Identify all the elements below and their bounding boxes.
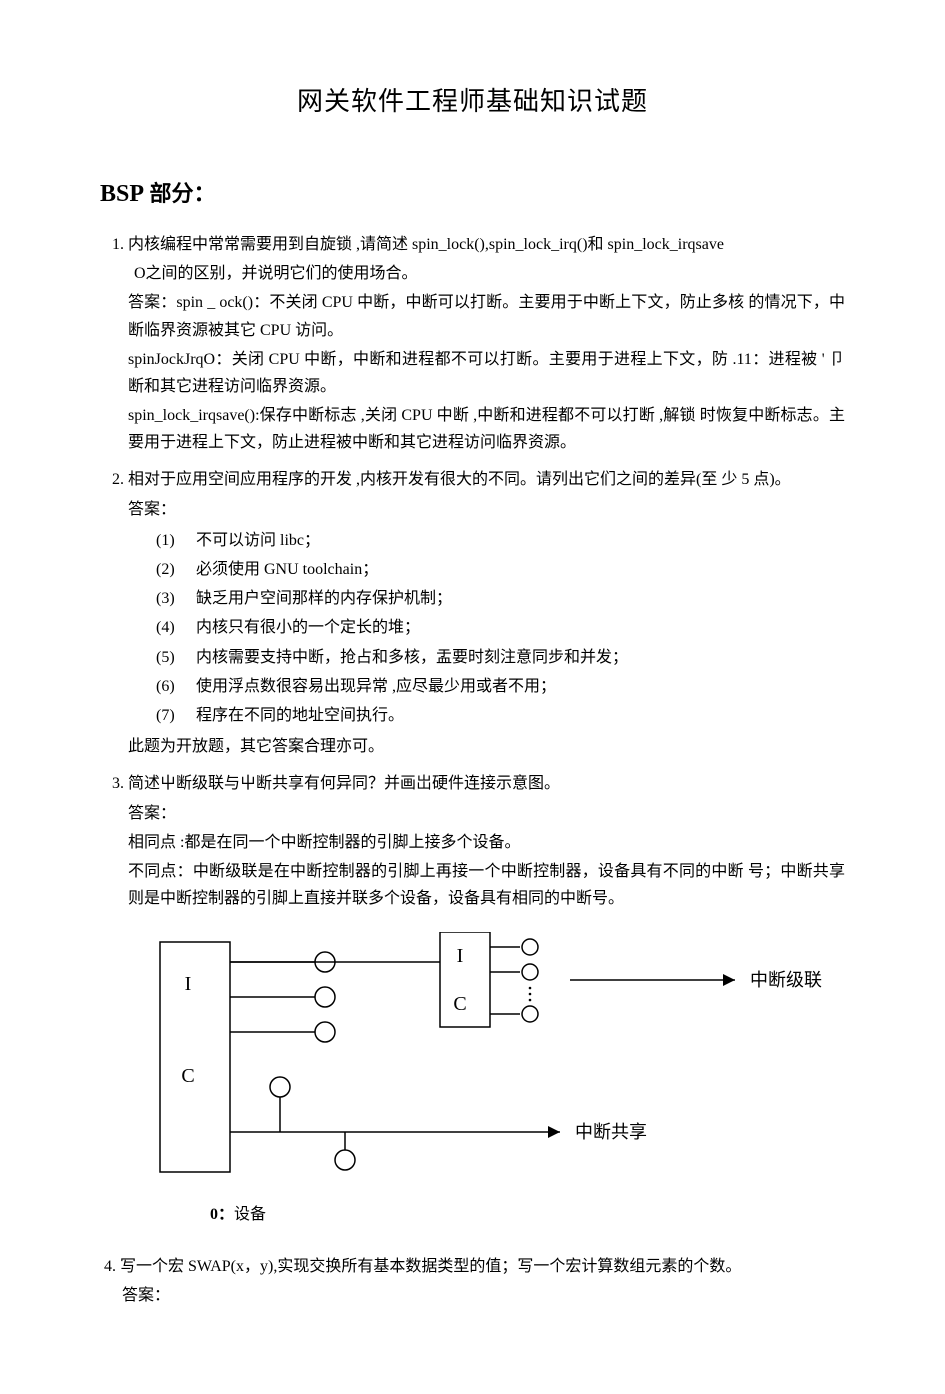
- q2-item-7-text: 程序在不同的地址空间执行。: [196, 707, 404, 724]
- q3-same: 相同点 :都是在同一个中断控制器的引脚上接多个设备。: [128, 829, 845, 856]
- q2-prompt: 相对于应用空间应用程序的开发 ,内核开发有很大的不同。请列出它们之间的差异(至 …: [128, 466, 845, 493]
- small-ic-C: C: [453, 993, 466, 1015]
- dots-2: [529, 993, 532, 996]
- section-latin: BSP: [100, 181, 144, 207]
- section-cjk: 部分：: [144, 181, 216, 206]
- section-heading: BSP 部分：: [100, 174, 845, 215]
- big-ic-box: [160, 942, 230, 1172]
- q3-diff: 不同点：中断级联是在中断控制器的引脚上再接一个中断控制器，设备具有不同的中断 号…: [128, 858, 845, 912]
- question-1: 内核编程中常常需要用到自旋锁 ,请简述 spin_lock(),spin_loc…: [128, 231, 845, 457]
- q2-item-5: (5)内核需要支持中断，抢占和多核，盂要时刻注意同步和并发；: [156, 644, 845, 671]
- q2-item-1-text: 不可以访问 libc；: [196, 532, 320, 549]
- q2-item-3-text: 缺乏用户空间那样的内存保护机制；: [196, 590, 452, 607]
- q2-item-4: (4)内核只有很小的一个定长的堆；: [156, 614, 845, 641]
- share-arrow-head: [548, 1126, 560, 1138]
- cascade-arrow-head: [723, 974, 735, 986]
- question-3: 简述屮断级联与屮断共享有何异同？并画岀硬件连接示意图。 答案： 相同点 :都是在…: [128, 770, 845, 912]
- q1-prompt-line2: O之间的区别，并说明它们的使用场合。: [128, 260, 845, 287]
- small-dev-3: [522, 1006, 538, 1022]
- device-top-2: [315, 987, 335, 1007]
- q2-answer-list: (1)不可以访问 libc； (2)必须使用 GNU toolchain； (3…: [128, 527, 845, 729]
- share-dev-1: [270, 1077, 290, 1097]
- share-dev-2: [335, 1150, 355, 1170]
- q2-item-7: (7)程序在不同的地址空间执行。: [156, 702, 845, 729]
- small-dev-1: [522, 939, 538, 955]
- share-label: 中断共享: [575, 1122, 647, 1142]
- q4-prompt: 4. 写一个宏 SWAP(x，y),实现交换所有基本数据类型的值；写一个宏计算数…: [104, 1253, 845, 1280]
- diagram-svg: I C I C 中断级联: [140, 932, 860, 1192]
- q2-item-5-text: 内核需要支持中断，抢占和多核，盂要时刻注意同步和并发；: [196, 649, 628, 666]
- diagram: I C I C 中断级联: [140, 932, 845, 1228]
- q1-answer-3: spin_lock_irqsave():保存中断标志 ,关闭 CPU 中断 ,中…: [128, 402, 845, 456]
- q3-answer-label: 答案：: [128, 800, 845, 827]
- question-list: 内核编程中常常需要用到自旋锁 ,请简述 spin_lock(),spin_loc…: [100, 231, 845, 912]
- page-title: 网关软件工程师基础知识试题: [100, 80, 845, 124]
- q2-item-6: (6)使用浮点数很容易出现异常 ,应尽最少用或者不用；: [156, 673, 845, 700]
- small-ic-I: I: [457, 945, 464, 967]
- q1-prompt-line1: 内核编程中常常需要用到自旋锁 ,请简述 spin_lock(),spin_loc…: [128, 231, 845, 258]
- question-4: 4. 写一个宏 SWAP(x，y),实现交换所有基本数据类型的值；写一个宏计算数…: [104, 1253, 845, 1309]
- q4-answer-label: 答案：: [104, 1282, 845, 1309]
- legend-zero: 0：: [210, 1206, 234, 1223]
- q2-item-4-text: 内核只有很小的一个定长的堆；: [196, 619, 420, 636]
- big-ic-C: C: [181, 1065, 194, 1087]
- q2-item-3: (3)缺乏用户空间那样的内存保护机制；: [156, 585, 845, 612]
- diagram-legend: 0：设备: [210, 1201, 845, 1228]
- big-ic-I: I: [185, 973, 192, 995]
- q2-item-2: (2)必须使用 GNU toolchain；: [156, 556, 845, 583]
- question-2: 相对于应用空间应用程序的开发 ,内核开发有很大的不同。请列出它们之间的差异(至 …: [128, 466, 845, 760]
- q2-answer-label: 答案：: [128, 496, 845, 523]
- q2-tail: 此题为开放题，其它答案合理亦可。: [128, 733, 845, 760]
- q1-answer-1: 答案：spin _ ock()：不关闭 CPU 中断，中断可以打断。主要用于中断…: [128, 289, 845, 343]
- legend-text: 设备: [234, 1206, 266, 1223]
- cascade-label: 中断级联: [750, 970, 822, 990]
- dots-3: [529, 999, 532, 1002]
- q2-item-1: (1)不可以访问 libc；: [156, 527, 845, 554]
- q2-item-6-text: 使用浮点数很容易出现异常 ,应尽最少用或者不用；: [196, 678, 556, 695]
- q1-answer-2: spinJockJrqO：关闭 CPU 中断，中断和进程都不可以打断。主要用于进…: [128, 346, 845, 400]
- small-dev-2: [522, 964, 538, 980]
- device-top-3: [315, 1022, 335, 1042]
- dots-1: [529, 987, 532, 990]
- q3-prompt: 简述屮断级联与屮断共享有何异同？并画岀硬件连接示意图。: [128, 770, 845, 797]
- q2-item-2-text: 必须使用 GNU toolchain；: [196, 561, 378, 578]
